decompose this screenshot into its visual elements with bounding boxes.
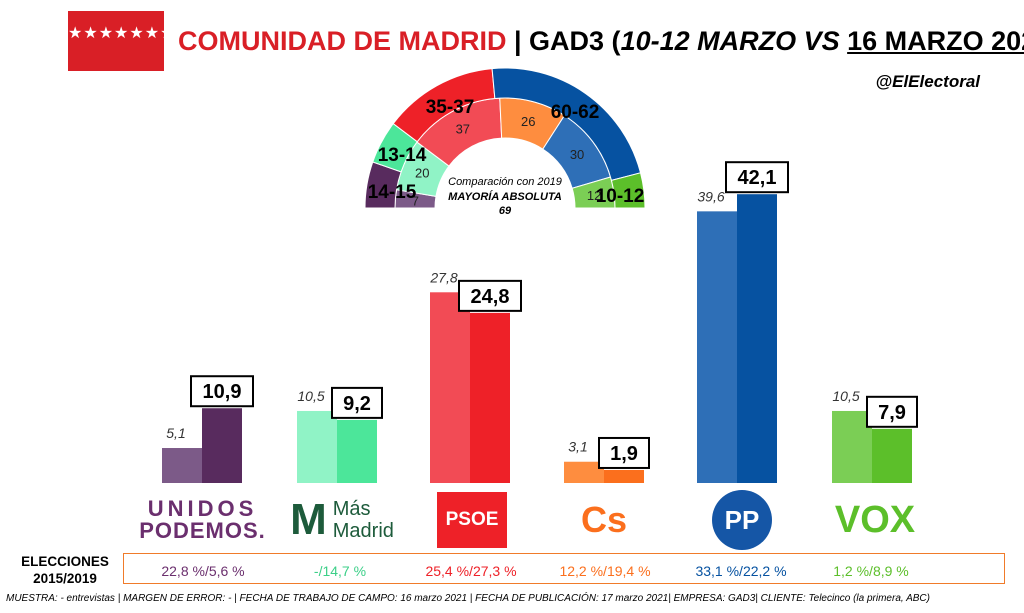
election-result-psoe: 25,4 %/27,3 %: [425, 563, 517, 579]
election-result-podemos: 22,8 %/5,6 %: [161, 563, 245, 579]
bar-now-cs: [604, 469, 644, 483]
election-result-cs: 12,2 %/19,4 %: [559, 563, 651, 579]
title-main: COMUNIDAD DE MADRID: [178, 26, 507, 56]
bar-label-box-pp: [725, 161, 789, 194]
bar-prev-masmadrid: [297, 410, 337, 483]
hemicycle-2021-label-psoe: 35-37: [426, 97, 475, 118]
vox-logo: VOX: [825, 490, 925, 550]
madrid-flag-logo: ★★★★★★★: [68, 11, 174, 71]
cs-logo: Cs: [568, 490, 640, 550]
bar-label-now-pp: 42,1: [738, 167, 777, 189]
elections-results-box: [123, 553, 1005, 584]
bar-now-pp: [737, 194, 777, 483]
bar-now-masmadrid: [337, 419, 377, 483]
bar-now-vox: [872, 428, 912, 483]
page-title: COMUNIDAD DE MADRID | GAD3 (10-12 MARZO …: [178, 26, 1024, 57]
pp-logo: PP: [712, 490, 772, 550]
bar-label-now-psoe: 24,8: [471, 286, 510, 308]
hemicycle-2019-label-pp: 30: [570, 147, 584, 162]
cs-logo-text: Cs: [580, 499, 628, 540]
bar-now-psoe: [470, 312, 510, 483]
bar-label-now-vox: 7,9: [878, 402, 906, 424]
hemicycle-2019-label-podemos: 7: [412, 194, 419, 209]
title-date2: 16 MARZO 2021: [847, 26, 1024, 56]
bar-label-now-podemos: 10,9: [203, 381, 242, 403]
hemicycle-2021-label-podemos: 14-15: [368, 182, 417, 203]
title-sep: | GAD3 (: [506, 26, 621, 56]
hemicycle-chart: 7 20 37 26 30 12 14-15 13-14 35-37 60-62 10-12 Comp…: [364, 67, 646, 217]
bar-label-prev-cs: 3,1: [568, 439, 587, 455]
title-dates: 10-12 MARZO VS: [620, 26, 848, 56]
hemicycle-2021-label-vox: 10-12: [596, 186, 645, 207]
bar-label-now-masmadrid: 9,2: [343, 393, 371, 415]
bar-prev-pp: [697, 211, 737, 483]
bar-label-box-cs: [598, 436, 650, 469]
hemicycle-2021-label-masmadrid: 13-14: [378, 145, 427, 166]
bar-label-prev-vox: 10,5: [832, 388, 859, 404]
election-result-vox: 1,2 %/8,9 %: [833, 563, 909, 579]
bar-label-prev-psoe: 27,8: [429, 269, 457, 285]
majority-label: MAYORÍA ABSOLUTA: [448, 190, 562, 203]
bar-prev-vox: [832, 410, 872, 483]
elections-label: ELECCIONES 2015/2019: [10, 553, 120, 587]
bar-prev-psoe: [430, 292, 470, 483]
bar-now-podemos: [202, 408, 242, 483]
hemicycle-2019-label-masmadrid: 20: [415, 166, 429, 181]
podemos-logo: UNIDOS PODEMOS.: [135, 490, 270, 550]
hemicycle-2021-vox: [610, 172, 646, 209]
bar-label-box-masmadrid: [331, 386, 383, 419]
masmadrid-logo: M Más Madrid: [282, 490, 402, 550]
psoe-logo-text: PSOE: [445, 509, 499, 530]
podemos-logo-line2: PODEMOS.: [139, 518, 266, 543]
author-handle: @ElElectoral: [875, 72, 980, 91]
bar-chart: 5,1 10,9 10,5 9,2 27,8 24,8 3,1 1,9 39,6 42,1 10,5…: [162, 161, 918, 483]
hemicycle-2019-label-psoe: 37: [456, 122, 470, 137]
psoe-logo: PSOE: [437, 492, 507, 548]
bar-label-prev-podemos: 5,1: [166, 425, 185, 441]
elections-label-line2: 2015/2019: [33, 571, 97, 586]
hemicycle-2019-label-vox: 12: [587, 188, 601, 203]
pp-logo-text: PP: [724, 504, 760, 535]
bar-label-box-vox: [866, 395, 918, 428]
podemos-logo-line1: UNIDOS: [147, 496, 258, 521]
bar-prev-podemos: [162, 448, 202, 483]
election-result-masmadrid: -/14,7 %: [313, 563, 367, 579]
elections-label-line1: ELECCIONES: [21, 554, 109, 569]
bar-label-prev-pp: 39,6: [697, 188, 724, 204]
bar-label-box-psoe: [458, 279, 522, 312]
majority-value: 69: [499, 205, 512, 217]
vox-logo-text: VOX: [834, 498, 916, 541]
hemicycle-2019-label-cs: 26: [521, 114, 535, 129]
masmadrid-logo-line2: Madrid: [332, 520, 394, 542]
bar-prev-cs: [564, 461, 604, 483]
election-result-pp: 33,1 %/22,2 %: [695, 563, 787, 579]
bar-label-prev-masmadrid: 10,5: [297, 388, 324, 404]
masmadrid-m-icon: M: [290, 495, 327, 544]
footnote: MUESTRA: - entrevistas | MARGEN DE ERROR…: [6, 593, 930, 604]
hemicycle-2021-label-pp: 60-62: [551, 102, 600, 123]
bar-label-now-cs: 1,9: [610, 443, 638, 465]
hemicycle-subtitle: Comparación con 2019: [448, 176, 562, 188]
flag-stars: ★★★★★★★: [68, 25, 176, 42]
bar-label-box-podemos: [190, 375, 254, 408]
masmadrid-logo-line1: Más: [332, 498, 371, 520]
